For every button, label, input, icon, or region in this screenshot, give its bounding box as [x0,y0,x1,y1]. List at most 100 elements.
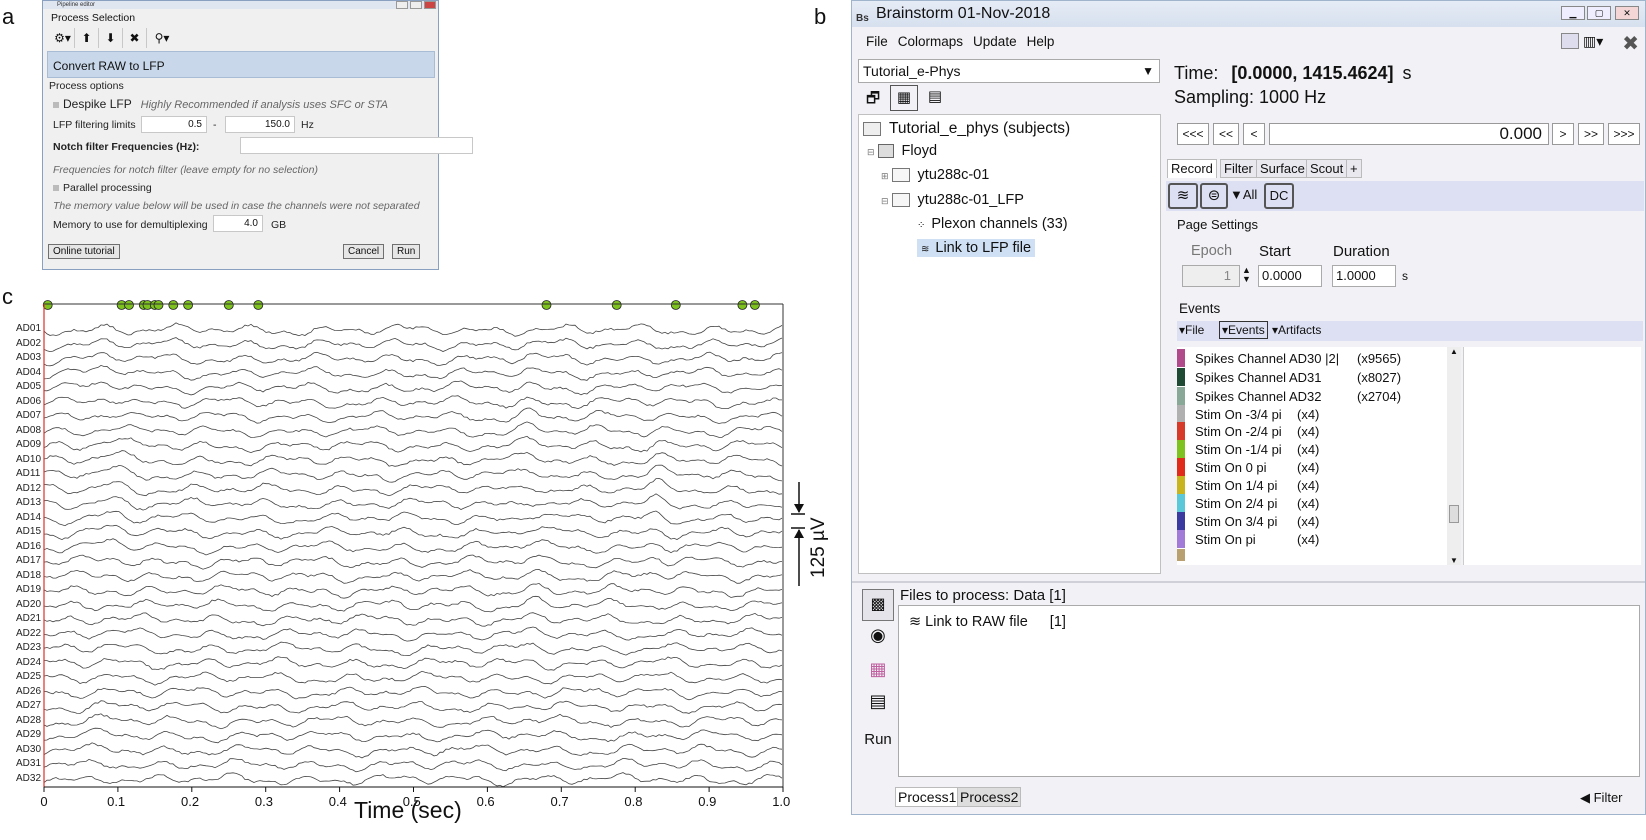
menu-update[interactable]: Update [973,33,1017,49]
run-process-button[interactable]: Run [864,731,892,748]
nav-first-button[interactable]: <<< [1177,123,1209,145]
traces-view-icon[interactable]: ≋ [1168,183,1198,209]
event-marker[interactable] [124,300,134,310]
memory-gb-unit: GB [271,219,287,231]
channel-label: AD02 [16,337,42,349]
event-row[interactable]: Spikes Channel AD30 |2| (x9565) [1177,349,1401,367]
source-type-icon[interactable]: ◉ [870,625,886,645]
layout-icon[interactable]: ▥▾ [1583,33,1604,49]
event-row[interactable]: Stim On -3/4 pi (x4) [1177,405,1319,423]
tree-link-lfp[interactable]: ≋ Link to LFP file [917,239,1036,257]
events-scrollbar[interactable]: ▲ ▼ [1447,347,1461,565]
tree-subject[interactable]: ⊟ Floyd [867,143,938,159]
data-type-icon[interactable]: ▩ [862,589,894,621]
tree-lfp-folder[interactable]: ⊟ ytu288c-01_LFP [881,192,1024,208]
tab-record[interactable]: Record [1167,159,1217,178]
pipeline-tree-icon[interactable]: ⚲▾ [154,31,170,45]
lfp-low-field[interactable]: 0.5 [141,116,207,133]
dc-button[interactable]: DC [1264,183,1294,209]
duration-field[interactable]: 1.0000 [1332,265,1396,287]
file-item[interactable]: ≋ Link to RAW file [1] [909,614,1066,630]
menu-file[interactable]: File [866,33,888,49]
events-menu-file[interactable]: ▾File [1179,323,1205,337]
event-marker[interactable] [42,300,53,310]
event-row[interactable]: Stim On 3/4 pi (x4) [1177,512,1319,530]
nav-prev2-button[interactable]: << [1213,123,1239,145]
event-marker[interactable] [611,300,622,310]
nav-prev-button[interactable]: < [1243,123,1265,145]
event-marker[interactable] [750,300,760,310]
start-field[interactable]: 0.0000 [1258,265,1322,287]
event-marker[interactable] [153,300,164,310]
event-row[interactable]: Stim On 2/4 pi (x4) [1177,494,1319,512]
event-row[interactable]: Spikes Channel AD31 (x8027) [1177,368,1401,386]
maximize-icon[interactable]: ▢ [1587,6,1611,20]
close-icon[interactable]: ✕ [1615,6,1639,20]
tab-scout[interactable]: Scout [1306,159,1348,178]
nav-next2-button[interactable]: >> [1578,123,1604,145]
epoch-field[interactable]: 1 [1182,265,1240,287]
functional-view-icon[interactable]: ▦ [890,85,918,111]
event-row[interactable]: Stim On -1/4 pi (x4) [1177,440,1319,458]
tree-channels[interactable]: ⁘ Plexon channels (33) [917,216,1068,232]
tab-process2[interactable]: Process2 [957,787,1022,807]
parallel-checkbox[interactable] [53,185,59,192]
tab-filter[interactable]: Filter [1220,159,1257,178]
menu-help[interactable]: Help [1026,33,1055,49]
maximize-button[interactable] [410,1,422,9]
gear-icon[interactable]: ⚙▾ [51,28,75,48]
tree-root[interactable]: Tutorial_e_phys (subjects) [863,120,1070,138]
lfp-high-field[interactable]: 150.0 [225,116,295,133]
database-tree: Tutorial_e_phys (subjects) ⊟ Floyd ⊞ ytu28… [858,114,1161,574]
move-down-icon[interactable]: ⬇ [99,28,123,48]
menu-colormaps[interactable]: Colormaps [897,33,964,49]
anatomy-view-icon[interactable]: 🗗 [865,90,881,107]
list-view-icon[interactable] [1561,33,1579,49]
group-view-icon[interactable]: ▤ [927,88,943,105]
event-marker[interactable] [168,300,179,310]
memory-field[interactable]: 4.0 [213,215,263,232]
epoch-spinner[interactable]: ▲ ▼ [1242,265,1251,284]
event-marker[interactable] [670,300,681,310]
splitter[interactable] [852,581,1645,583]
close-x-icon[interactable]: ✖ [1622,33,1639,55]
events-menu-artifacts[interactable]: ▾Artifacts [1272,323,1322,337]
x-tick-label: 0.6 [476,794,495,809]
protocol-select[interactable]: Tutorial_e-Phys ▼ [858,59,1160,83]
filter-toggle[interactable]: ◀ Filter [1580,790,1623,805]
event-marker[interactable] [541,300,552,310]
tab-surface[interactable]: Surface [1256,159,1309,178]
nav-next-button[interactable]: > [1552,123,1574,145]
tab-process1[interactable]: Process1 [895,787,960,807]
event-row[interactable]: Stim On -2/4 pi (x4) [1177,422,1319,440]
event-row[interactable]: Stim On pi (x4) [1177,530,1319,548]
timefreq-type-icon[interactable]: ▦ [869,659,887,679]
minimize-button[interactable] [396,1,408,9]
delete-icon[interactable]: ✖ [123,28,147,48]
montage-select[interactable]: ▼All [1230,187,1258,202]
matrix-type-icon[interactable]: ▤ [869,691,887,711]
event-row[interactable]: Stim On 1/4 pi (x4) [1177,476,1319,494]
selected-process-row[interactable]: Convert RAW to LFP [47,51,435,78]
time-value-field[interactable]: 0.000 [1269,123,1549,145]
tab-add[interactable]: + [1346,159,1362,178]
nav-last-button[interactable]: >>> [1608,123,1640,145]
event-marker[interactable] [183,300,194,310]
event-row[interactable]: Spikes Channel AD32 (x2704) [1177,387,1401,405]
minimize-icon[interactable]: ▁ [1561,6,1585,20]
montage-icon[interactable]: ⊜ [1200,183,1228,209]
event-count: (x4) [1297,477,1320,493]
event-marker[interactable] [253,300,264,310]
move-up-icon[interactable]: ⬆ [75,28,99,48]
event-marker[interactable] [223,300,234,310]
event-row[interactable]: Stim On 0 pi (x4) [1177,458,1319,476]
close-button[interactable] [424,1,436,9]
event-marker[interactable] [737,300,748,310]
cancel-button[interactable]: Cancel [343,244,385,259]
run-button[interactable]: Run [392,244,421,259]
despike-checkbox[interactable] [53,102,59,109]
online-tutorial-button[interactable]: Online tutorial [48,244,120,259]
notch-field[interactable] [240,137,473,154]
events-menu-events[interactable]: ▾Events [1219,321,1268,339]
tree-raw-folder[interactable]: ⊞ ytu288c-01 [881,167,990,183]
